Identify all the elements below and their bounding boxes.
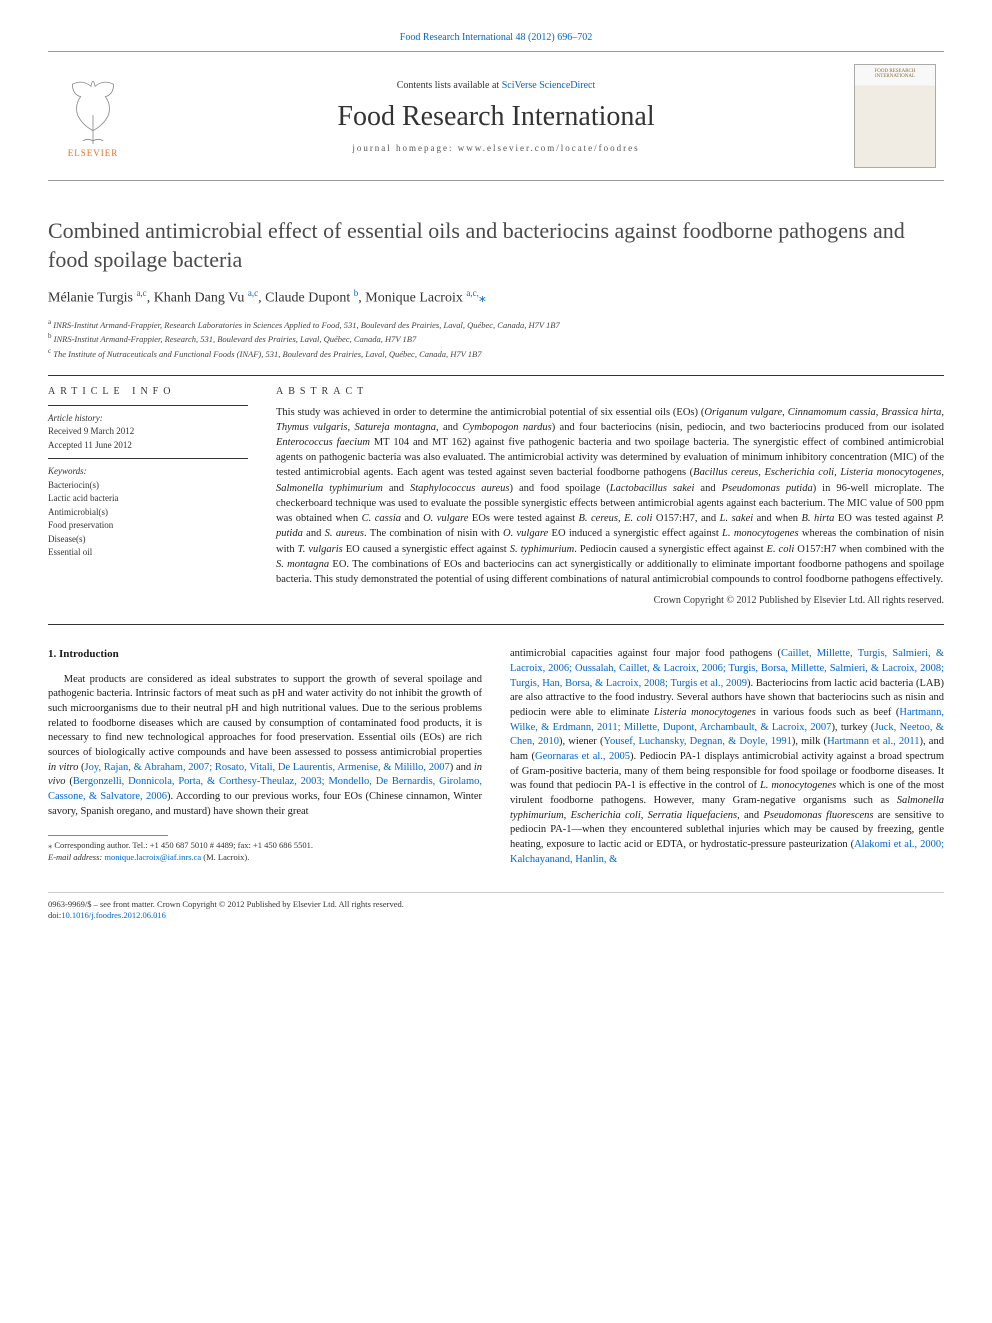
- ai-rule-1: [48, 405, 248, 406]
- affiliation-b: b INRS-Institut Armand-Frappier, Researc…: [48, 331, 944, 346]
- journal-homepage-line: journal homepage: www.elsevier.com/locat…: [158, 143, 834, 153]
- corr-email-link[interactable]: monique.lacroix@iaf.inrs.ca: [104, 852, 201, 862]
- body-two-columns: 1. Introduction Meat products are consid…: [48, 647, 944, 867]
- journal-banner: ELSEVIER Contents lists available at Sci…: [48, 52, 944, 181]
- aff-text: INRS-Institut Armand-Frappier, Research …: [53, 320, 559, 330]
- rule-below-abstract: [48, 624, 944, 625]
- email-label: E-mail address:: [48, 852, 104, 862]
- cover-title: FOOD RESEARCH INTERNATIONAL: [855, 65, 935, 79]
- issn-line: 0963-9969/$ – see front matter. Crown Co…: [48, 899, 944, 911]
- keywords-block: Keywords: Bacteriocin(s) Lactic acid bac…: [48, 465, 248, 560]
- banner-center: Contents lists available at SciVerse Sci…: [138, 80, 854, 153]
- article-info-col: article info Article history: Received 9…: [48, 386, 248, 607]
- email-paren: (M. Lacroix).: [201, 852, 249, 862]
- keyword: Lactic acid bacteria: [48, 492, 248, 506]
- aff-key: a: [48, 318, 51, 326]
- abstract-col: abstract This study was achieved in orde…: [276, 386, 944, 607]
- keyword: Antimicrobial(s): [48, 506, 248, 520]
- homepage-prefix: journal homepage:: [352, 143, 457, 153]
- abstract-text: This study was achieved in order to dete…: [276, 405, 944, 588]
- cover-image: FOOD RESEARCH INTERNATIONAL: [854, 64, 936, 168]
- abstract-copyright: Crown Copyright © 2012 Published by Else…: [276, 595, 944, 606]
- publisher-logo-block: ELSEVIER: [48, 74, 138, 158]
- intro-para-2: antimicrobial capacities against four ma…: [510, 647, 944, 867]
- doi-link[interactable]: 10.1016/j.foodres.2012.06.016: [61, 910, 166, 920]
- authors-line: Mélanie Turgis a,c, Khanh Dang Vu a,c, C…: [48, 288, 944, 307]
- article-history: Article history: Received 9 March 2012 A…: [48, 412, 248, 453]
- bottom-copyright-bar: 0963-9969/$ – see front matter. Crown Co…: [48, 892, 944, 923]
- elsevier-tree-icon: [61, 74, 125, 146]
- keyword: Bacteriocin(s): [48, 479, 248, 493]
- accepted-date: Accepted 11 June 2012: [48, 439, 248, 453]
- keyword: Disease(s): [48, 533, 248, 547]
- homepage-url: www.elsevier.com/locate/foodres: [458, 143, 640, 153]
- info-abstract-row: article info Article history: Received 9…: [48, 386, 944, 607]
- rule-above-info: [48, 375, 944, 376]
- ai-rule-2: [48, 458, 248, 459]
- aff-text: INRS-Institut Armand-Frappier, Research,…: [54, 334, 417, 344]
- keywords-label: Keywords:: [48, 465, 248, 479]
- corresponding-author-footnote: ⁎ Corresponding author. Tel.: +1 450 687…: [48, 840, 482, 864]
- keyword: Food preservation: [48, 519, 248, 533]
- journal-page-reference: Food Research International 48 (2012) 69…: [48, 32, 944, 43]
- corr-email-line: E-mail address: monique.lacroix@iaf.inrs…: [48, 852, 482, 864]
- intro-heading: 1. Introduction: [48, 647, 482, 662]
- abstract-heading: abstract: [276, 386, 944, 397]
- journal-cover-thumb: FOOD RESEARCH INTERNATIONAL: [854, 64, 944, 168]
- aff-key: c: [48, 347, 51, 355]
- article-title: Combined antimicrobial effect of essenti…: [48, 217, 944, 274]
- affiliations: a INRS-Institut Armand-Frappier, Researc…: [48, 317, 944, 361]
- corr-author-line: ⁎ Corresponding author. Tel.: +1 450 687…: [48, 840, 482, 852]
- history-label: Article history:: [48, 412, 248, 426]
- publisher-name: ELSEVIER: [68, 148, 119, 158]
- aff-text: The Institute of Nutraceuticals and Func…: [53, 349, 481, 359]
- affiliation-c: c The Institute of Nutraceuticals and Fu…: [48, 346, 944, 361]
- doi-line: doi:10.1016/j.foodres.2012.06.016: [48, 910, 944, 922]
- article-info-heading: article info: [48, 386, 248, 397]
- keyword: Essential oil: [48, 546, 248, 560]
- contents-available-line: Contents lists available at SciVerse Sci…: [158, 80, 834, 91]
- journal-name: Food Research International: [158, 101, 834, 133]
- doi-label: doi:: [48, 910, 61, 920]
- contents-prefix: Contents lists available at: [397, 80, 502, 91]
- received-date: Received 9 March 2012: [48, 425, 248, 439]
- aff-key: b: [48, 332, 52, 340]
- footnote-rule: [48, 835, 168, 836]
- intro-para-1: Meat products are considered as ideal su…: [48, 673, 482, 820]
- affiliation-a: a INRS-Institut Armand-Frappier, Researc…: [48, 317, 944, 332]
- sciencedirect-link[interactable]: SciVerse ScienceDirect: [502, 80, 596, 91]
- keywords-list: Bacteriocin(s) Lactic acid bacteria Anti…: [48, 479, 248, 560]
